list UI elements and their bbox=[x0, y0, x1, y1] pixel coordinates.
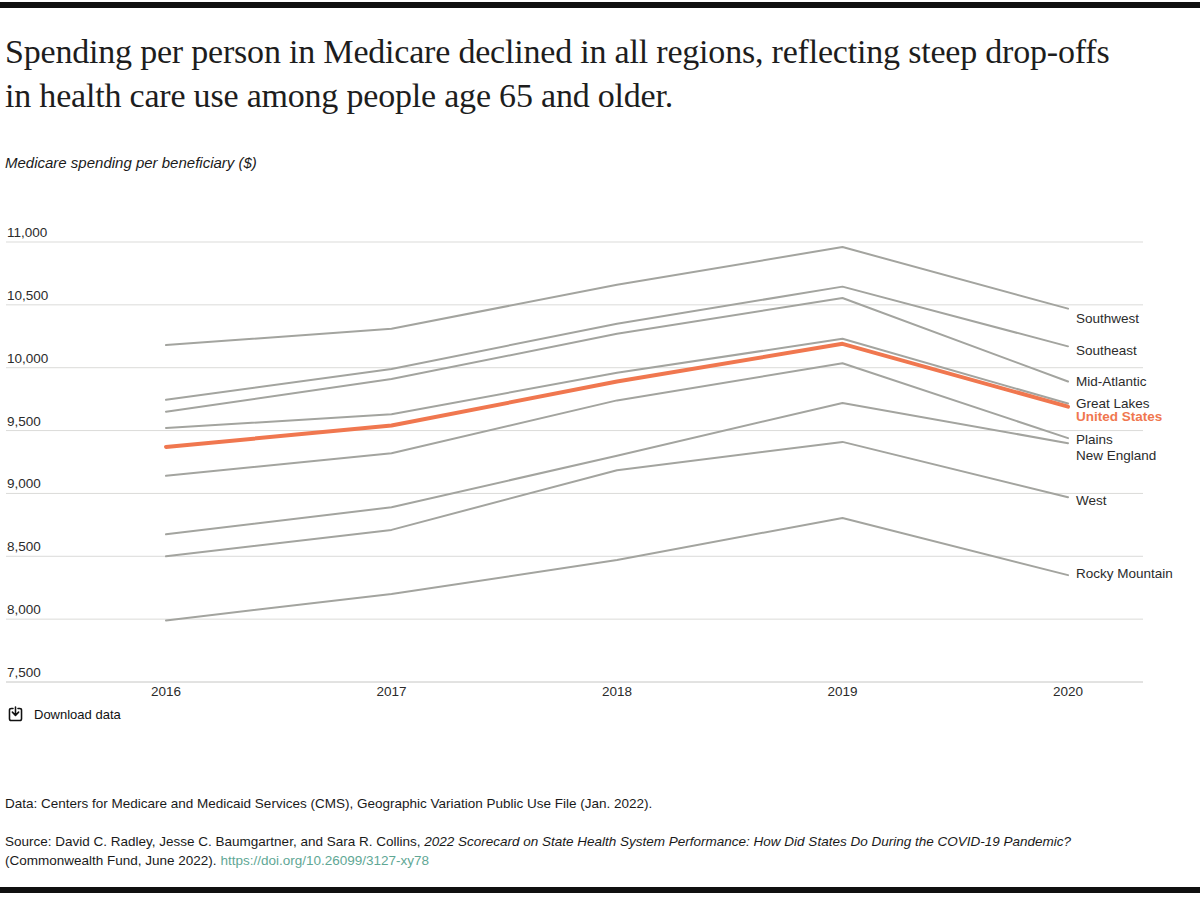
bottom-border-bar bbox=[0, 887, 1200, 893]
y-tick-label-10000: 10,000 bbox=[7, 351, 48, 367]
series-label-rocky-mountain: Rocky Mountain bbox=[1076, 566, 1173, 582]
series-label-west: West bbox=[1076, 493, 1107, 509]
y-tick-label-8500: 8,500 bbox=[7, 539, 41, 555]
source-suffix: (Commonwealth Fund, June 2022). bbox=[5, 853, 220, 868]
y-tick-label-7500: 7,500 bbox=[7, 665, 41, 681]
download-data-button[interactable]: Download data bbox=[7, 706, 121, 723]
series-label-plains: Plains bbox=[1076, 432, 1113, 448]
x-tick-label-2017: 2017 bbox=[357, 684, 427, 699]
series-line-new-england bbox=[166, 403, 1068, 534]
y-tick-label-9500: 9,500 bbox=[7, 414, 41, 430]
series-label-southwest: Southwest bbox=[1076, 311, 1139, 327]
series-line-rocky-mountain bbox=[166, 518, 1068, 620]
data-note: Data: Centers for Medicare and Medicaid … bbox=[5, 796, 652, 811]
line-chart-canvas bbox=[0, 0, 1200, 760]
x-tick-label-2018: 2018 bbox=[582, 684, 652, 699]
series-line-mid-atlantic bbox=[166, 298, 1068, 412]
series-line-west bbox=[166, 442, 1068, 556]
source-prefix: Source: David C. Radley, Jesse C. Baumga… bbox=[5, 834, 424, 849]
download-icon bbox=[7, 706, 24, 723]
chart: 11,000 10,500 10,000 9,500 9,000 8,500 8,000 7,… bbox=[0, 0, 1200, 760]
source-title-italic: 2022 Scorecard on State Health System Pe… bbox=[424, 834, 1071, 849]
download-label: Download data bbox=[34, 707, 121, 722]
y-tick-label-8000: 8,000 bbox=[7, 602, 41, 618]
series-label-southeast: Southeast bbox=[1076, 343, 1137, 359]
series-label-new-england: New England bbox=[1076, 448, 1156, 464]
series-line-united-states bbox=[166, 344, 1068, 447]
y-tick-label-11000: 11,000 bbox=[7, 225, 47, 241]
x-tick-label-2019: 2019 bbox=[808, 684, 878, 699]
x-tick-label-2020: 2020 bbox=[1033, 684, 1103, 699]
y-tick-label-10500: 10,500 bbox=[7, 288, 48, 304]
series-label-mid-atlantic: Mid-Atlantic bbox=[1076, 374, 1147, 390]
source-doi-link[interactable]: https://doi.org/10.26099/3127-xy78 bbox=[220, 853, 429, 868]
series-label-united-states: United States bbox=[1076, 409, 1162, 425]
source-note: Source: David C. Radley, Jesse C. Baumga… bbox=[5, 832, 1195, 870]
x-tick-label-2016: 2016 bbox=[131, 684, 201, 699]
y-tick-label-9000: 9,000 bbox=[7, 476, 41, 492]
